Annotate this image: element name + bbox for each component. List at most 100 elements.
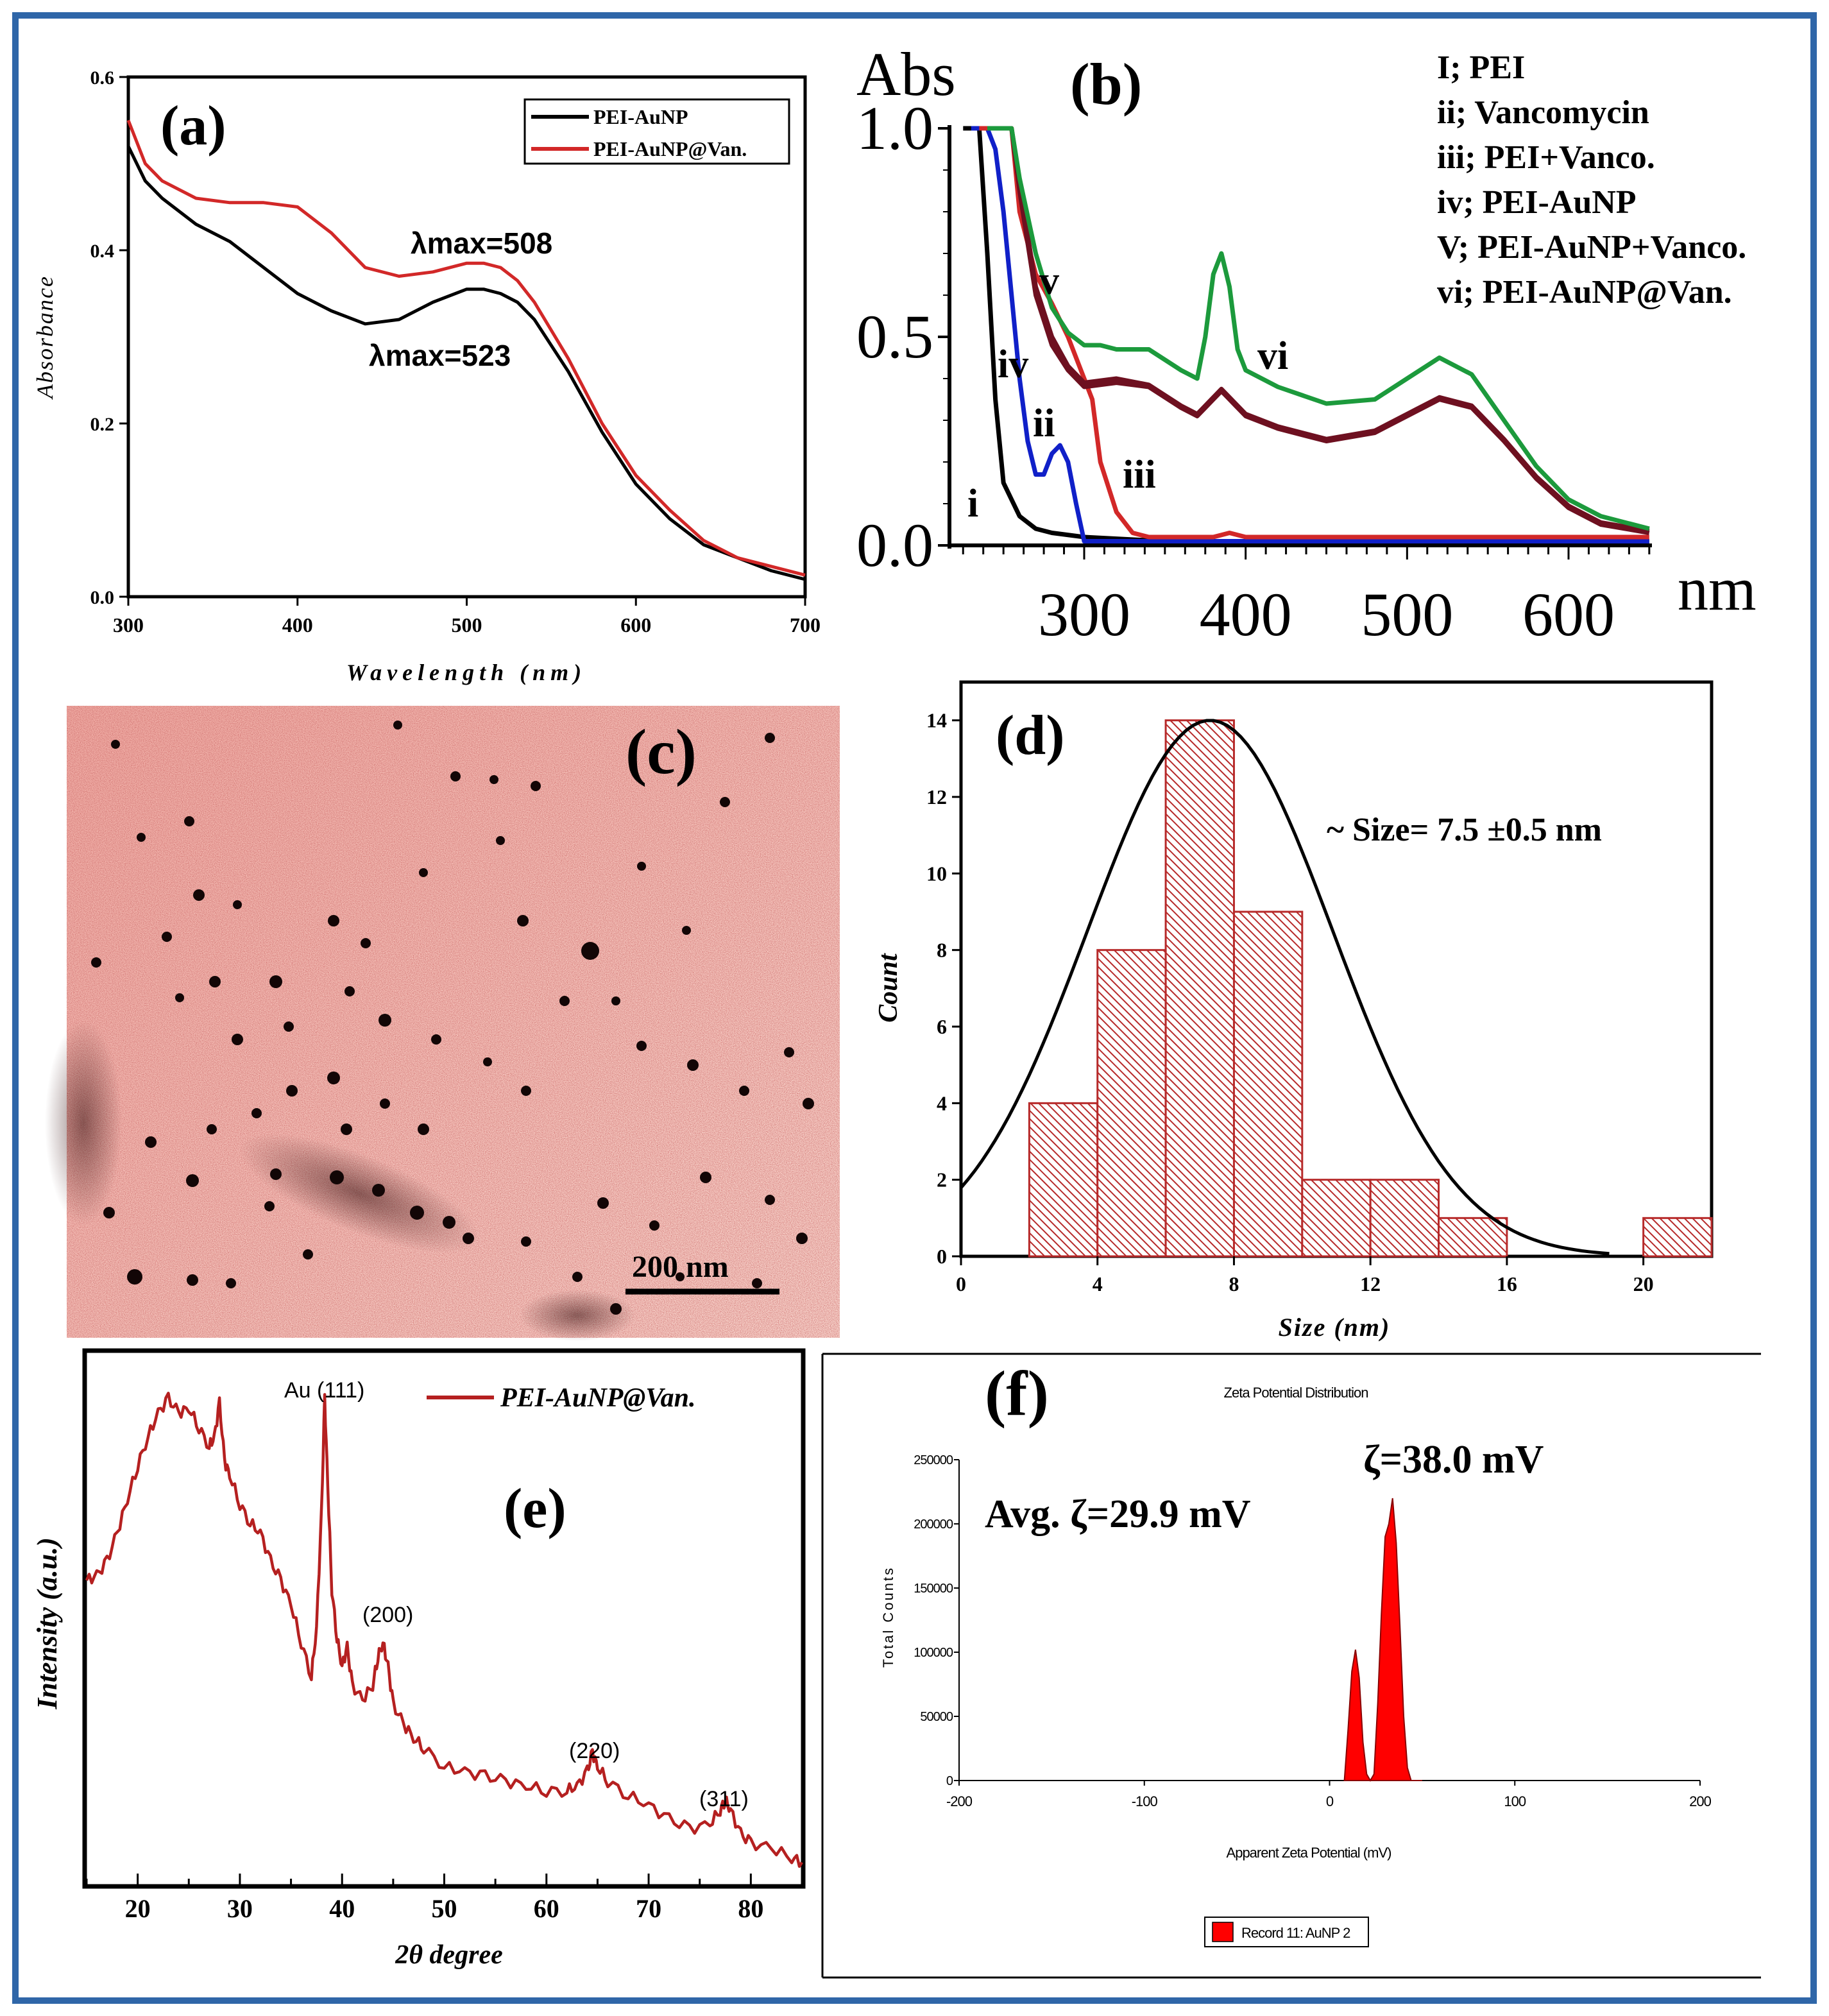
panel-d-ylabel: Count [874, 953, 903, 1023]
panel-a-xlabel: Wavelength (nm) [346, 660, 586, 685]
panel-b-xtick-label: 400 [1200, 580, 1292, 649]
panel-b-series-line [971, 126, 1649, 543]
panel-f-ytick-label: 50000 [920, 1710, 953, 1724]
panel-b-y-unit: Abs [856, 40, 956, 108]
panel-d-xtick-label: 12 [1360, 1272, 1381, 1295]
panel-d-ytick-label: 4 [937, 1091, 947, 1115]
panel-b-xtick-label: 500 [1361, 580, 1453, 649]
panel-b-series-line [987, 126, 1650, 533]
panel-e-xtick-label: 30 [227, 1894, 253, 1923]
panel-e-xtick-label: 70 [636, 1894, 661, 1923]
panel-e-ticks: 20 30 40 50 60 70 80 [85, 1874, 803, 1923]
panel-e-peak-311: (311) [699, 1787, 749, 1811]
panel-b-ytick-label: 1.0 [856, 94, 933, 162]
panel-a-xtick-label: 700 [790, 613, 821, 636]
panel-c: (c) 200 nm [45, 706, 840, 1341]
panel-a-ytick-label: 0.0 [90, 587, 115, 608]
panel-d-bar [1028, 1102, 1099, 1258]
panel-d-bar [1096, 949, 1167, 1258]
panel-a-xtick-label: 600 [620, 613, 651, 636]
panel-d: 0 4 8 12 16 20 0 2 4 6 8 10 12 14 (d) ~ Size= 7.5 ±0.… [874, 680, 1714, 1342]
panel-b-curve-label-iv: iv [998, 343, 1028, 386]
panel-e-xlabel: 2θ degree [395, 1940, 503, 1970]
panel-f-ytick-label: 0 [946, 1774, 953, 1788]
panel-d-ytick-label: 0 [937, 1245, 947, 1268]
panel-e-peak-220: (220) [569, 1739, 620, 1763]
panel-e-xrd-line [85, 1392, 803, 1868]
panel-f-ytick-label: 200000 [914, 1517, 953, 1532]
panel-b-curve-label-vi: vi [1257, 334, 1288, 378]
tem-image-dark-smudge [239, 1133, 479, 1254]
panel-f-ytick-label: 250000 [914, 1453, 953, 1467]
panel-f-distribution [1343, 1498, 1422, 1782]
panel-e-ylabel: Intensity (a.u.) [31, 1537, 63, 1710]
panel-d-xtick-label: 8 [1229, 1272, 1239, 1295]
panel-d-ytick-label: 12 [926, 785, 947, 808]
panel-b-ytick-label: 0.5 [856, 302, 933, 371]
panel-f-xtick-label: 200 [1689, 1793, 1711, 1809]
panel-a: 300 400 500 600 700 0.0 0.2 0.4 0.6 (a) Waveleng… [32, 67, 821, 685]
panel-f-legend-swatch [1212, 1922, 1234, 1942]
panel-b-legend-3: iii; PEI+Vanco. [1437, 139, 1655, 176]
panel-d-ytick-label: 14 [926, 709, 947, 732]
panel-b-legend-1: I; PEI [1437, 49, 1525, 86]
panel-f-label: (f) [985, 1358, 1049, 1429]
panel-a-ytick-label: 0.4 [90, 241, 115, 262]
panel-d-bar [1369, 1179, 1440, 1258]
panel-d-bar [1642, 1217, 1713, 1258]
panel-a-xtick-label: 400 [282, 613, 313, 636]
panel-f-xlabel: Apparent Zeta Potential (mV) [1227, 1845, 1391, 1861]
panel-d-xtick-label: 16 [1497, 1272, 1517, 1295]
panel-a-series-line [126, 119, 806, 577]
panel-b-legend-2: ii; Vancomycin [1437, 94, 1649, 131]
panel-b-xtick-label: 300 [1038, 580, 1130, 649]
panel-e-peak-200: (200) [362, 1603, 413, 1627]
panel-d-label: (d) [996, 705, 1065, 767]
panel-e-peak-111: Au (111) [284, 1378, 364, 1403]
panel-d-xlabel: Size (nm) [1279, 1313, 1391, 1342]
panel-d-fit [960, 719, 1610, 1256]
panel-e-legend: PEI-AuNP@Van. [500, 1383, 696, 1413]
panel-f-xtick-label: 100 [1504, 1793, 1526, 1809]
panel-b-curve-label-v: v [1039, 259, 1059, 303]
panel-e-xtick-label: 80 [738, 1894, 763, 1923]
panel-a-xtick-label: 500 [452, 613, 482, 636]
panel-b-series-line [987, 126, 1650, 531]
panel-d-ytick-label: 2 [937, 1168, 947, 1192]
panel-c-label: (c) [625, 716, 697, 787]
panel-a-xtick-label: 300 [113, 613, 144, 636]
panel-a-lines [126, 119, 806, 581]
panel-f-ytick-label: 100000 [914, 1646, 953, 1660]
panel-d-ticks: 0 4 8 12 16 20 0 2 4 6 8 10 12 14 [926, 709, 1654, 1295]
panel-a-label: (a) [160, 95, 226, 157]
panel-f-annotation-avg: Avg. ζ=29.9 mV [985, 1492, 1251, 1536]
panel-e: 20 30 40 50 60 70 80 (e) PEI-AuNP@Van. Au (111… [31, 1348, 806, 1970]
panel-d-bar [1438, 1217, 1508, 1258]
panel-f-legend-label: Record 11: AuNP 2 [1241, 1925, 1350, 1941]
panel-a-series-line [126, 145, 806, 581]
panel-b-ticks: 300 400 500 600 0.0 0.5 1.0 [856, 94, 1651, 649]
panel-b-curve-label-iii: iii [1123, 453, 1156, 497]
panel-b-label: (b) [1070, 51, 1142, 117]
panel-f-xtick-label: -100 [1132, 1793, 1158, 1809]
panel-b-legend-5: V; PEI-AuNP+Vanco. [1437, 229, 1746, 266]
panel-d-fit-curve [960, 719, 1610, 1256]
panel-a-ytick-label: 0.2 [90, 414, 115, 435]
panel-e-plot-frame [82, 1348, 806, 1889]
panel-a-ticks: 300 400 500 600 700 0.0 0.2 0.4 0.6 [90, 67, 821, 636]
panel-f-title: Zeta Potential Distribution [1224, 1385, 1368, 1401]
panel-b: 300 400 500 600 0.0 0.5 1.0 Abs nm (b) I; PEI … [856, 40, 1757, 649]
panel-d-xtick-label: 20 [1633, 1272, 1654, 1295]
panel-d-annotation: ~ Size= 7.5 ±0.5 nm [1327, 812, 1602, 848]
panel-e-xtick-label: 50 [432, 1894, 457, 1923]
panel-e-xtick-label: 60 [534, 1894, 559, 1923]
panel-a-legend-label-1: PEI-AuNP [593, 105, 688, 128]
panel-f-annotation-peak: ζ=38.0 mV [1363, 1438, 1544, 1482]
panel-f-area [1343, 1498, 1422, 1782]
panel-e-label: (e) [504, 1478, 566, 1540]
panel-f-xtick-label: -200 [946, 1793, 973, 1809]
panel-b-legend: I; PEI ii; Vancomycin iii; PEI+Vanco. iv… [1437, 49, 1746, 311]
panel-f-xtick-label: 0 [1326, 1793, 1334, 1809]
panel-b-x-unit: nm [1678, 554, 1757, 623]
